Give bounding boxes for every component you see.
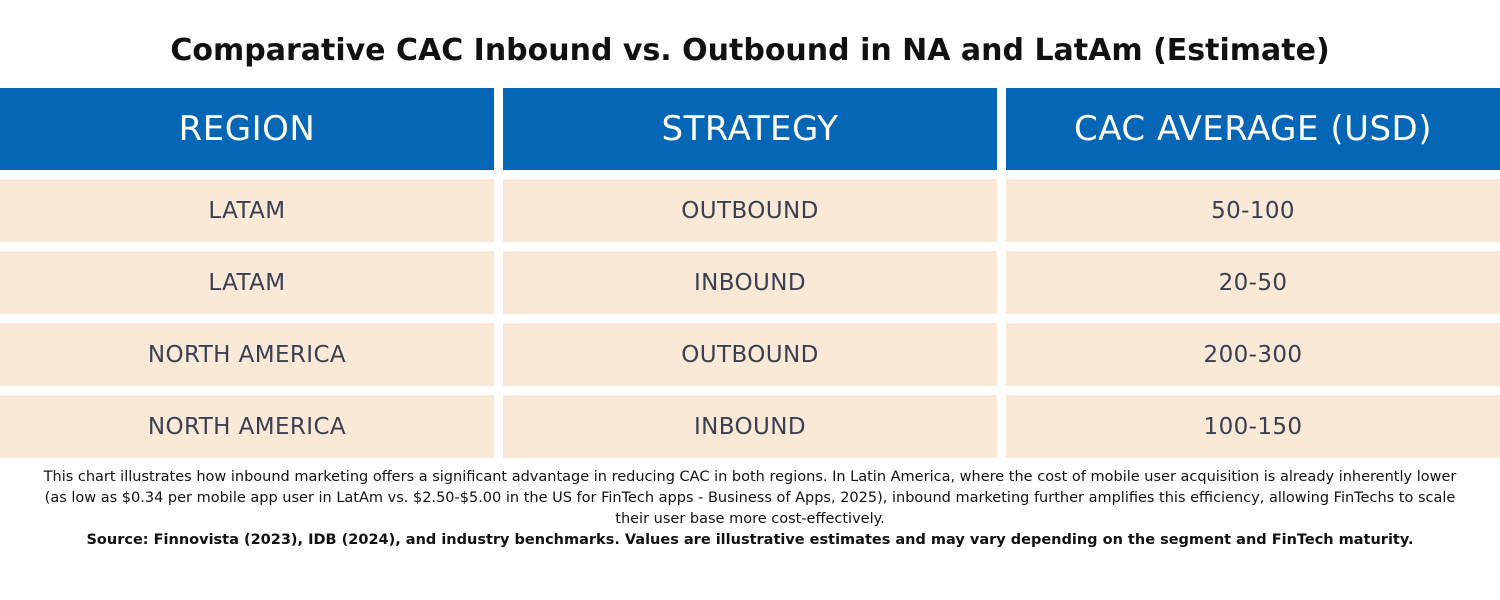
cell-region: NORTH AMERICA [0,323,494,386]
column-header-cac-average: CAC AVERAGE (USD) [1006,88,1500,170]
chart-title: Comparative CAC Inbound vs. Outbound in … [170,33,1330,68]
column-header-strategy: STRATEGY [503,88,997,170]
cell-strategy: INBOUND [503,251,997,314]
cell-region: LATAM [0,179,494,242]
table-header-row: REGION STRATEGY CAC AVERAGE (USD) [0,88,1500,170]
chart-source: Source: Finnovista (2023), IDB (2024), a… [86,532,1414,548]
column-header-region: REGION [0,88,494,170]
table-row: LATAM OUTBOUND 50-100 [0,179,1500,242]
cell-cac-average: 50-100 [1006,179,1500,242]
cell-strategy: OUTBOUND [503,179,997,242]
cell-strategy: INBOUND [503,395,997,458]
cell-cac-average: 100-150 [1006,395,1500,458]
cac-table: REGION STRATEGY CAC AVERAGE (USD) LATAM … [0,88,1500,458]
chart-footer: This chart illustrates how inbound marke… [40,467,1460,551]
cell-cac-average: 200-300 [1006,323,1500,386]
cell-cac-average: 20-50 [1006,251,1500,314]
table-row: NORTH AMERICA OUTBOUND 200-300 [0,323,1500,386]
cell-strategy: OUTBOUND [503,323,997,386]
table-row: NORTH AMERICA INBOUND 100-150 [0,395,1500,458]
chart-note: This chart illustrates how inbound marke… [43,469,1457,527]
cell-region: LATAM [0,251,494,314]
cell-region: NORTH AMERICA [0,395,494,458]
table-row: LATAM INBOUND 20-50 [0,251,1500,314]
